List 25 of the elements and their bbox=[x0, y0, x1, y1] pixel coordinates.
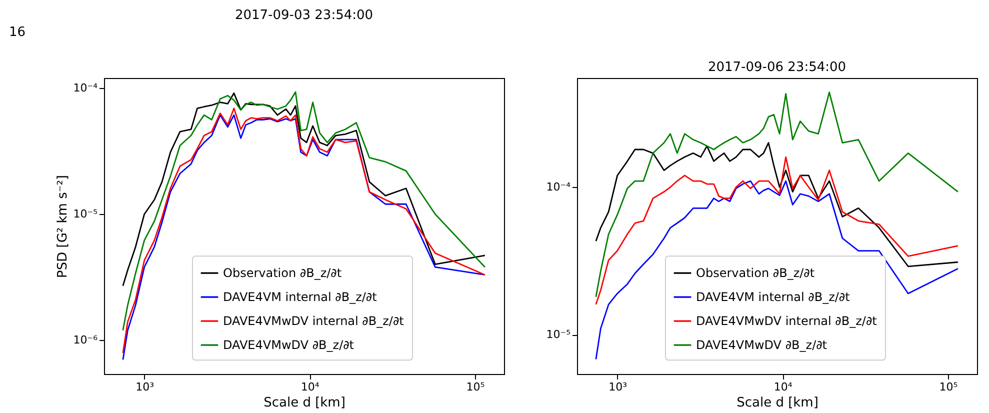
y-tick-label: 10⁻⁵ bbox=[73, 208, 98, 221]
legend-label: DAVE4VMwDV ∂B_z/∂t bbox=[223, 338, 354, 352]
legend-label: DAVE4VM internal ∂B_z/∂t bbox=[696, 290, 850, 304]
y-axis-title: PSD [G² km s⁻²] bbox=[55, 175, 70, 278]
chart-title: 2017-09-03 23:54:00 bbox=[234, 8, 374, 23]
legend-label: Observation ∂B_z/∂t bbox=[696, 266, 815, 280]
legend-label: DAVE4VMwDV internal ∂B_z/∂t bbox=[696, 314, 878, 328]
legend-label: DAVE4VM internal ∂B_z/∂t bbox=[223, 290, 378, 304]
x-tick-label: 10⁵ bbox=[466, 380, 485, 394]
x-axis-title: Scale d [km] bbox=[264, 396, 346, 410]
y-tick-label: 10⁻⁵ bbox=[546, 328, 570, 342]
x-tick-label: 10⁴ bbox=[300, 380, 320, 394]
y-tick-label: 10⁻⁴ bbox=[73, 81, 98, 94]
x-tick-label: 10³ bbox=[608, 380, 628, 394]
text: 16 bbox=[9, 25, 26, 40]
legend-label: DAVE4VMwDV internal ∂B_z/∂t bbox=[223, 314, 404, 328]
x-tick-label: 10⁴ bbox=[774, 380, 793, 394]
y-tick-label: 10⁻⁴ bbox=[546, 180, 572, 194]
legend-label: DAVE4VMwDV ∂B_z/∂t bbox=[696, 338, 828, 352]
x-axis-title: Scale d [km] bbox=[736, 396, 818, 410]
y-tick-label: 10⁻⁶ bbox=[73, 334, 98, 347]
legend-label: Observation ∂B_z/∂t bbox=[223, 266, 342, 280]
x-tick-label: 10³ bbox=[136, 380, 154, 394]
x-tick-label: 10⁵ bbox=[939, 380, 958, 394]
chart-title: 2017-09-06 23:54:00 bbox=[708, 60, 846, 75]
